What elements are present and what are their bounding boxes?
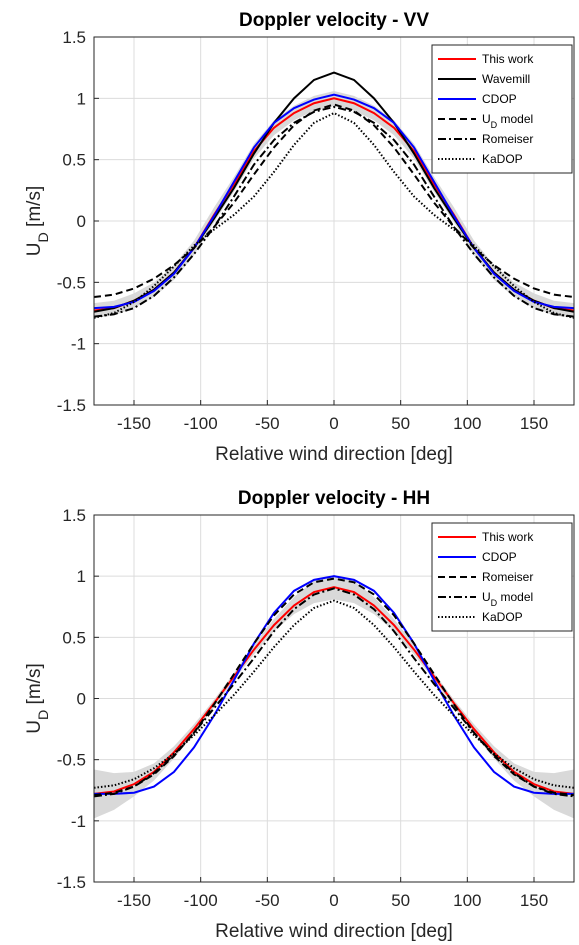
x-tick-label: 0 — [329, 891, 338, 910]
x-tick-label: 100 — [453, 891, 481, 910]
chart-title: Doppler velocity - VV — [239, 10, 429, 31]
legend-label: This work — [482, 530, 534, 544]
x-axis-label: Relative wind direction [deg] — [215, 921, 453, 942]
x-tick-label: -150 — [117, 891, 151, 910]
x-tick-label: 150 — [520, 414, 548, 433]
y-tick-label: 1.5 — [62, 28, 86, 47]
series-line — [94, 599, 574, 789]
legend-label: Romeiser — [482, 570, 533, 584]
series-line — [94, 575, 574, 795]
x-tick-label: 150 — [520, 891, 548, 910]
y-tick-label: 0 — [77, 690, 86, 709]
x-axis-label: Relative wind direction [deg] — [215, 444, 453, 465]
legend-label: Wavemill — [482, 72, 530, 86]
axes-frame — [93, 36, 575, 406]
legend-label: CDOP — [482, 550, 517, 564]
y-tick-label: 0 — [77, 212, 86, 231]
legend-label: Romeiser — [482, 132, 533, 146]
x-tick-label: -50 — [255, 414, 280, 433]
x-tick-label: -100 — [184, 414, 218, 433]
legend-box — [431, 44, 573, 174]
legend-label: This work — [482, 52, 534, 66]
y-axis-label: UD [m/s] — [24, 186, 52, 256]
y-tick-label: -1.5 — [57, 873, 86, 892]
y-tick-label: -1 — [71, 812, 86, 831]
y-tick-label: -0.5 — [57, 751, 86, 770]
series-line — [94, 105, 574, 318]
series-line — [94, 586, 574, 795]
chart-title: Doppler velocity - HH — [238, 488, 430, 509]
x-tick-label: 50 — [391, 891, 410, 910]
axes-frame — [93, 514, 575, 883]
y-tick-label: 1 — [77, 89, 86, 108]
y-tick-label: 1.5 — [62, 506, 86, 525]
legend-label: CDOP — [482, 92, 517, 106]
x-tick-label: -150 — [117, 414, 151, 433]
legend-label: KaDOP — [482, 152, 523, 166]
x-tick-label: -50 — [255, 891, 280, 910]
y-tick-label: -0.5 — [57, 273, 86, 292]
y-tick-label: -1 — [71, 335, 86, 354]
series-line — [94, 93, 574, 310]
y-axis-label: UD [m/s] — [24, 663, 52, 733]
y-tick-label: 0.5 — [62, 628, 86, 647]
x-tick-label: -100 — [184, 891, 218, 910]
x-tick-label: 0 — [329, 414, 338, 433]
y-tick-label: -1.5 — [57, 396, 86, 415]
x-tick-label: 50 — [391, 414, 410, 433]
y-tick-label: 1 — [77, 567, 86, 586]
x-tick-label: 100 — [453, 414, 481, 433]
legend-label: KaDOP — [482, 610, 523, 624]
y-tick-label: 0.5 — [62, 151, 86, 170]
